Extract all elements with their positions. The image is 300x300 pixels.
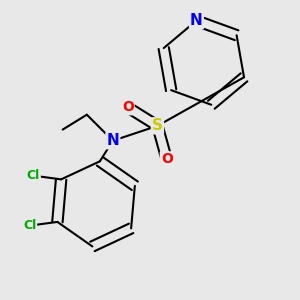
- Text: N: N: [106, 133, 119, 148]
- Text: N: N: [190, 13, 203, 28]
- Text: Cl: Cl: [27, 169, 40, 182]
- Text: S: S: [152, 118, 163, 134]
- Text: O: O: [161, 152, 173, 166]
- Text: Cl: Cl: [23, 219, 36, 232]
- Text: O: O: [122, 100, 134, 114]
